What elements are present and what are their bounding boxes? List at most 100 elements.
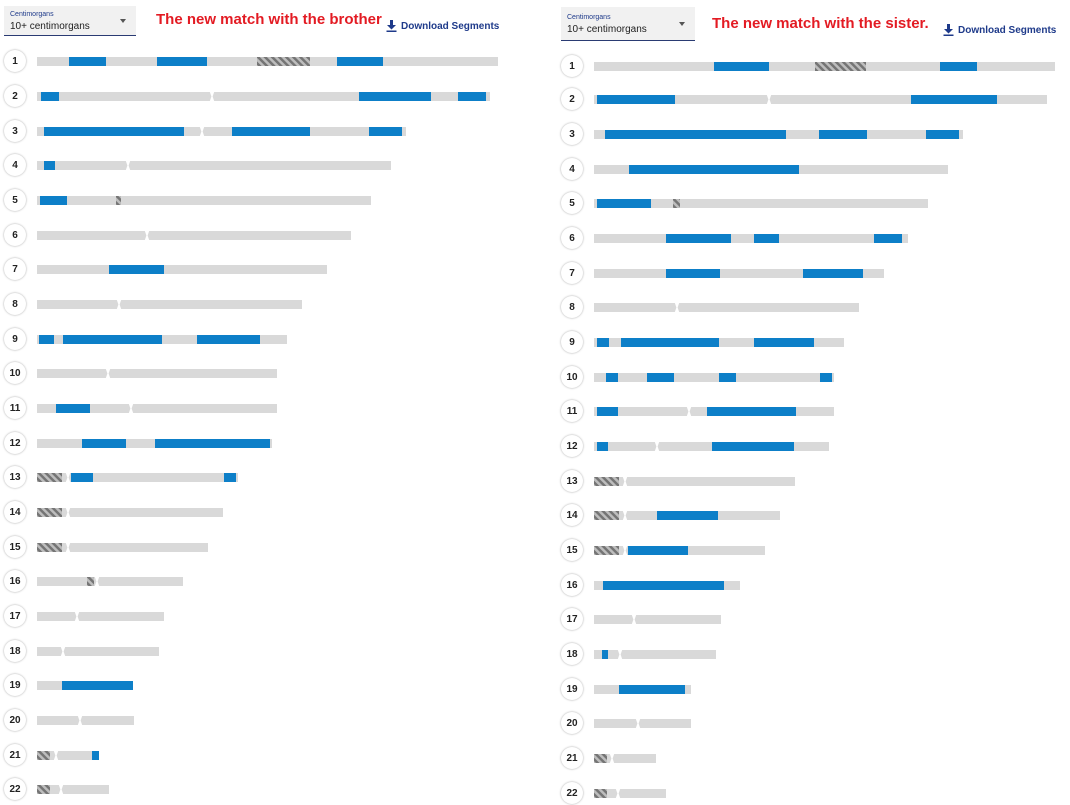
centromere-notch xyxy=(65,507,71,517)
chromosome-bar xyxy=(594,580,740,590)
chromosome-bar xyxy=(594,372,834,382)
centromere-notch xyxy=(766,94,772,104)
chromosome-body xyxy=(594,476,795,486)
centromere-notch xyxy=(615,788,621,798)
brother-annotation: The new match with the brother xyxy=(156,11,382,28)
chromosome-number: 6 xyxy=(4,224,26,246)
chromosome-body xyxy=(37,160,391,170)
matching-segment xyxy=(754,337,814,347)
chromosome-bar xyxy=(594,545,765,555)
matching-segment xyxy=(63,334,162,344)
chromosome-body xyxy=(37,472,238,482)
no-data-region xyxy=(87,576,94,586)
matching-segment xyxy=(359,91,431,101)
no-data-region xyxy=(116,195,121,205)
no-data-region xyxy=(37,507,62,517)
chromosome-bar xyxy=(594,649,716,659)
chromosome-number: 10 xyxy=(561,366,583,388)
matching-segment xyxy=(911,94,997,104)
filter-label: Centimorgans xyxy=(10,11,54,18)
chromosome-bar xyxy=(37,403,277,413)
chromosome-number: 21 xyxy=(4,744,26,766)
chromosome-body xyxy=(594,649,716,659)
download-segments-label: Download Segments xyxy=(401,20,500,32)
no-data-region xyxy=(594,510,619,520)
chromosome-bar xyxy=(594,614,721,624)
no-data-region xyxy=(594,753,607,763)
download-segments-label: Download Segments xyxy=(958,24,1057,36)
chromosome-body xyxy=(37,195,371,205)
matching-segment xyxy=(707,406,796,416)
chromosome-number: 6 xyxy=(561,227,583,249)
chromosome-bar xyxy=(37,299,302,309)
centromere-notch xyxy=(654,441,660,451)
chromosome-body xyxy=(594,233,908,243)
chromosome-bar xyxy=(37,542,208,552)
chromosome-number: 1 xyxy=(561,55,583,77)
no-data-region xyxy=(594,545,619,555)
chromosome-number: 2 xyxy=(4,85,26,107)
chromosome-body xyxy=(37,438,272,448)
chromosome-number: 5 xyxy=(4,189,26,211)
chromosome-body xyxy=(37,264,327,274)
centimorgans-filter-select[interactable]: Centimorgans 10+ centimorgans xyxy=(4,6,136,36)
chromosome-body xyxy=(37,542,208,552)
matching-segment xyxy=(597,406,618,416)
chromosome-body xyxy=(594,441,829,451)
centimorgans-filter-select[interactable]: Centimorgans 10+ centimorgans xyxy=(561,7,695,41)
matching-segment xyxy=(62,680,133,690)
chromosome-body xyxy=(37,126,406,136)
chromosome-number: 22 xyxy=(4,778,26,800)
chromosome-number: 17 xyxy=(4,605,26,627)
centromere-notch xyxy=(53,750,59,760)
matching-segment xyxy=(41,91,59,101)
matching-segment xyxy=(69,56,106,66)
centromere-notch xyxy=(58,784,64,794)
chromosome-number: 9 xyxy=(561,331,583,353)
chromosome-bar xyxy=(37,784,109,794)
centromere-notch xyxy=(622,476,628,486)
chromosome-number: 18 xyxy=(4,640,26,662)
chromosome-bar xyxy=(37,334,287,344)
filter-label: Centimorgans xyxy=(567,14,611,21)
matching-segment xyxy=(157,56,207,66)
chromosome-bar xyxy=(37,126,406,136)
download-segments-button[interactable]: Download Segments xyxy=(386,20,499,32)
matching-segment xyxy=(40,195,67,205)
sister-match-panel: Centimorgans 10+ centimorgans The new ma… xyxy=(557,0,1070,805)
matching-segment xyxy=(197,334,260,344)
chromosome-number: 21 xyxy=(561,747,583,769)
centromere-notch xyxy=(65,542,71,552)
chromosome-bar xyxy=(37,646,159,656)
no-data-region xyxy=(673,198,680,208)
chromosome-number: 13 xyxy=(561,470,583,492)
chromosome-bar xyxy=(594,302,859,312)
chromosome-bar xyxy=(37,472,238,482)
matching-segment xyxy=(597,441,608,451)
chevron-down-icon xyxy=(120,19,126,23)
chromosome-number: 3 xyxy=(561,123,583,145)
chromosome-bar xyxy=(594,406,834,416)
matching-segment xyxy=(39,334,54,344)
matching-segment xyxy=(56,403,90,413)
no-data-region xyxy=(37,542,62,552)
centromere-notch xyxy=(622,545,628,555)
chromosome-number: 11 xyxy=(4,397,26,419)
chromosome-body xyxy=(37,368,277,378)
chromosome-bar xyxy=(594,129,963,139)
centromere-notch xyxy=(125,160,131,170)
centromere-notch xyxy=(635,718,641,728)
matching-segment xyxy=(369,126,402,136)
chromosome-body xyxy=(594,718,691,728)
chromosome-number: 12 xyxy=(561,435,583,457)
matching-segment xyxy=(71,472,93,482)
brother-match-panel: Centimorgans 10+ centimorgans The new ma… xyxy=(4,6,500,800)
chromosome-number: 16 xyxy=(561,574,583,596)
no-data-region xyxy=(37,472,62,482)
matching-segment xyxy=(820,372,832,382)
chromosome-bar xyxy=(594,198,928,208)
download-segments-button[interactable]: Download Segments xyxy=(943,24,1056,36)
chromosome-bar xyxy=(37,91,490,101)
chromosome-number: 8 xyxy=(561,296,583,318)
chromosome-bar xyxy=(594,718,691,728)
